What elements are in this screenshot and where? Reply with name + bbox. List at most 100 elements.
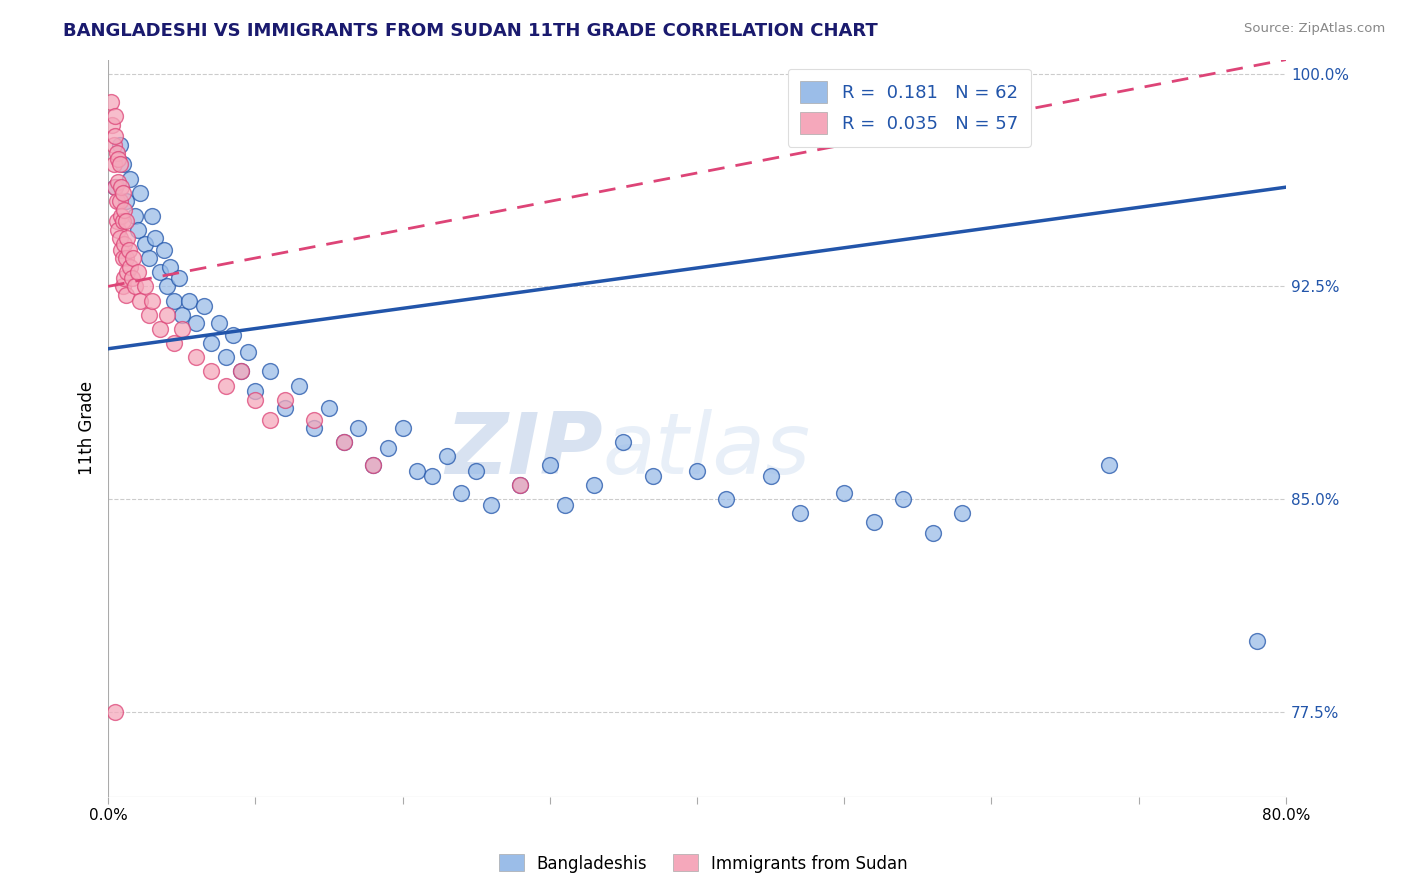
Point xyxy=(110,209,132,223)
Point xyxy=(153,243,176,257)
Point xyxy=(950,506,973,520)
Point xyxy=(302,421,325,435)
Point xyxy=(108,137,131,152)
Point xyxy=(245,392,267,407)
Point xyxy=(406,464,429,478)
Point xyxy=(104,705,127,719)
Point xyxy=(186,316,208,330)
Point xyxy=(450,486,472,500)
Point xyxy=(167,271,190,285)
Point xyxy=(200,336,222,351)
Point xyxy=(112,271,135,285)
Point xyxy=(156,279,179,293)
Point xyxy=(361,458,384,472)
Point xyxy=(108,194,131,209)
Point xyxy=(141,209,163,223)
Point xyxy=(129,293,152,308)
Point xyxy=(200,364,222,378)
Point xyxy=(391,421,413,435)
Point xyxy=(122,251,145,265)
Point xyxy=(259,364,281,378)
Point xyxy=(789,506,811,520)
Point xyxy=(104,180,127,194)
Point xyxy=(318,401,340,416)
Point xyxy=(274,392,297,407)
Point xyxy=(193,299,215,313)
Point xyxy=(759,469,782,483)
Point xyxy=(229,364,252,378)
Point xyxy=(465,464,488,478)
Point xyxy=(114,288,136,302)
Point xyxy=(332,435,354,450)
Point xyxy=(118,243,141,257)
Point xyxy=(127,223,149,237)
Point xyxy=(377,441,399,455)
Point xyxy=(127,265,149,279)
Text: Source: ZipAtlas.com: Source: ZipAtlas.com xyxy=(1244,22,1385,36)
Point xyxy=(479,498,502,512)
Point xyxy=(105,194,128,209)
Point xyxy=(115,265,138,279)
Point xyxy=(259,412,281,426)
Point xyxy=(124,279,146,293)
Point xyxy=(103,157,125,171)
Point xyxy=(921,526,943,541)
Point xyxy=(120,171,142,186)
Point xyxy=(553,498,575,512)
Point xyxy=(114,251,136,265)
Legend: R =  0.181   N = 62, R =  0.035   N = 57: R = 0.181 N = 62, R = 0.035 N = 57 xyxy=(787,69,1031,147)
Point xyxy=(129,186,152,200)
Point xyxy=(302,412,325,426)
Point xyxy=(163,293,186,308)
Point xyxy=(112,202,135,217)
Point xyxy=(141,293,163,308)
Point xyxy=(121,271,143,285)
Point xyxy=(111,251,134,265)
Point xyxy=(170,308,193,322)
Point xyxy=(134,279,156,293)
Point xyxy=(832,486,855,500)
Point xyxy=(105,214,128,228)
Point xyxy=(361,458,384,472)
Point xyxy=(420,469,443,483)
Legend: Bangladeshis, Immigrants from Sudan: Bangladeshis, Immigrants from Sudan xyxy=(492,847,914,880)
Point xyxy=(149,265,172,279)
Text: atlas: atlas xyxy=(603,409,811,491)
Point xyxy=(436,450,458,464)
Point xyxy=(124,209,146,223)
Point xyxy=(107,174,129,188)
Point xyxy=(108,231,131,245)
Point xyxy=(236,344,259,359)
Point xyxy=(177,293,200,308)
Point xyxy=(100,95,122,109)
Point xyxy=(105,146,128,161)
Point xyxy=(891,491,914,506)
Point xyxy=(1246,633,1268,648)
Point xyxy=(207,316,229,330)
Point xyxy=(156,308,179,322)
Point xyxy=(862,515,884,529)
Point xyxy=(111,186,134,200)
Point xyxy=(229,364,252,378)
Point xyxy=(612,435,634,450)
Point xyxy=(347,421,370,435)
Point xyxy=(143,231,166,245)
Point xyxy=(104,129,127,144)
Point xyxy=(215,351,238,365)
Text: ZIP: ZIP xyxy=(446,409,603,491)
Point xyxy=(138,251,160,265)
Point xyxy=(114,214,136,228)
Point xyxy=(115,231,138,245)
Point xyxy=(110,243,132,257)
Point xyxy=(104,180,127,194)
Point xyxy=(288,378,311,392)
Point xyxy=(114,194,136,209)
Point xyxy=(111,214,134,228)
Point xyxy=(111,157,134,171)
Text: BANGLADESHI VS IMMIGRANTS FROM SUDAN 11TH GRADE CORRELATION CHART: BANGLADESHI VS IMMIGRANTS FROM SUDAN 11T… xyxy=(63,22,877,40)
Point xyxy=(582,478,605,492)
Point xyxy=(159,260,181,274)
Point xyxy=(245,384,267,399)
Y-axis label: 11th Grade: 11th Grade xyxy=(79,381,96,475)
Point xyxy=(111,279,134,293)
